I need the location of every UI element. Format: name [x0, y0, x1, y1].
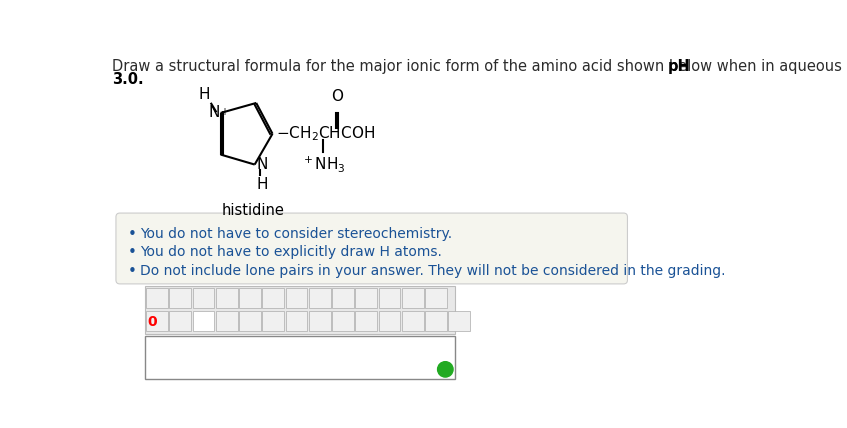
FancyBboxPatch shape	[145, 336, 455, 379]
FancyBboxPatch shape	[332, 288, 354, 308]
FancyBboxPatch shape	[425, 288, 447, 308]
FancyBboxPatch shape	[116, 213, 628, 284]
FancyBboxPatch shape	[448, 311, 470, 331]
FancyBboxPatch shape	[239, 311, 261, 331]
FancyBboxPatch shape	[309, 311, 330, 331]
Text: •: •	[128, 264, 136, 279]
Text: 0: 0	[147, 315, 158, 329]
FancyBboxPatch shape	[263, 311, 284, 331]
Text: histidine: histidine	[222, 203, 285, 218]
FancyBboxPatch shape	[285, 288, 307, 308]
Text: •: •	[128, 245, 136, 260]
Text: Do not include lone pairs in your answer. They will not be considered in the gra: Do not include lone pairs in your answer…	[140, 264, 726, 278]
Text: H: H	[198, 87, 210, 102]
FancyBboxPatch shape	[169, 288, 191, 308]
Text: N: N	[208, 105, 220, 120]
FancyBboxPatch shape	[379, 288, 401, 308]
Text: pH: pH	[667, 59, 690, 74]
FancyBboxPatch shape	[285, 311, 307, 331]
FancyBboxPatch shape	[239, 288, 261, 308]
Text: O: O	[331, 89, 343, 104]
Text: +: +	[220, 107, 228, 117]
FancyBboxPatch shape	[263, 288, 284, 308]
Text: •: •	[128, 227, 136, 242]
Text: H: H	[257, 177, 268, 192]
FancyBboxPatch shape	[216, 311, 238, 331]
FancyBboxPatch shape	[147, 311, 168, 331]
FancyBboxPatch shape	[169, 311, 191, 331]
FancyBboxPatch shape	[425, 311, 447, 331]
Text: $\mathregular{-CH_2CHCOH}$: $\mathregular{-CH_2CHCOH}$	[276, 125, 375, 143]
Text: You do not have to explicitly draw H atoms.: You do not have to explicitly draw H ato…	[140, 245, 442, 259]
FancyBboxPatch shape	[147, 288, 168, 308]
FancyBboxPatch shape	[145, 286, 455, 334]
FancyBboxPatch shape	[309, 288, 330, 308]
Text: ?: ?	[441, 363, 449, 376]
FancyBboxPatch shape	[192, 288, 214, 308]
FancyBboxPatch shape	[379, 311, 401, 331]
FancyBboxPatch shape	[402, 311, 424, 331]
FancyBboxPatch shape	[356, 288, 377, 308]
Text: You do not have to consider stereochemistry.: You do not have to consider stereochemis…	[140, 227, 452, 241]
FancyBboxPatch shape	[332, 311, 354, 331]
FancyBboxPatch shape	[402, 288, 424, 308]
Text: N: N	[257, 157, 268, 172]
FancyBboxPatch shape	[356, 311, 377, 331]
Text: $\mathregular{^+NH_3}$: $\mathregular{^+NH_3}$	[301, 154, 346, 174]
FancyBboxPatch shape	[192, 311, 214, 331]
Text: 3.0.: 3.0.	[112, 72, 144, 87]
FancyBboxPatch shape	[216, 288, 238, 308]
Circle shape	[438, 362, 453, 377]
Text: Draw a structural formula for the major ionic form of the amino acid shown below: Draw a structural formula for the major …	[112, 59, 847, 74]
